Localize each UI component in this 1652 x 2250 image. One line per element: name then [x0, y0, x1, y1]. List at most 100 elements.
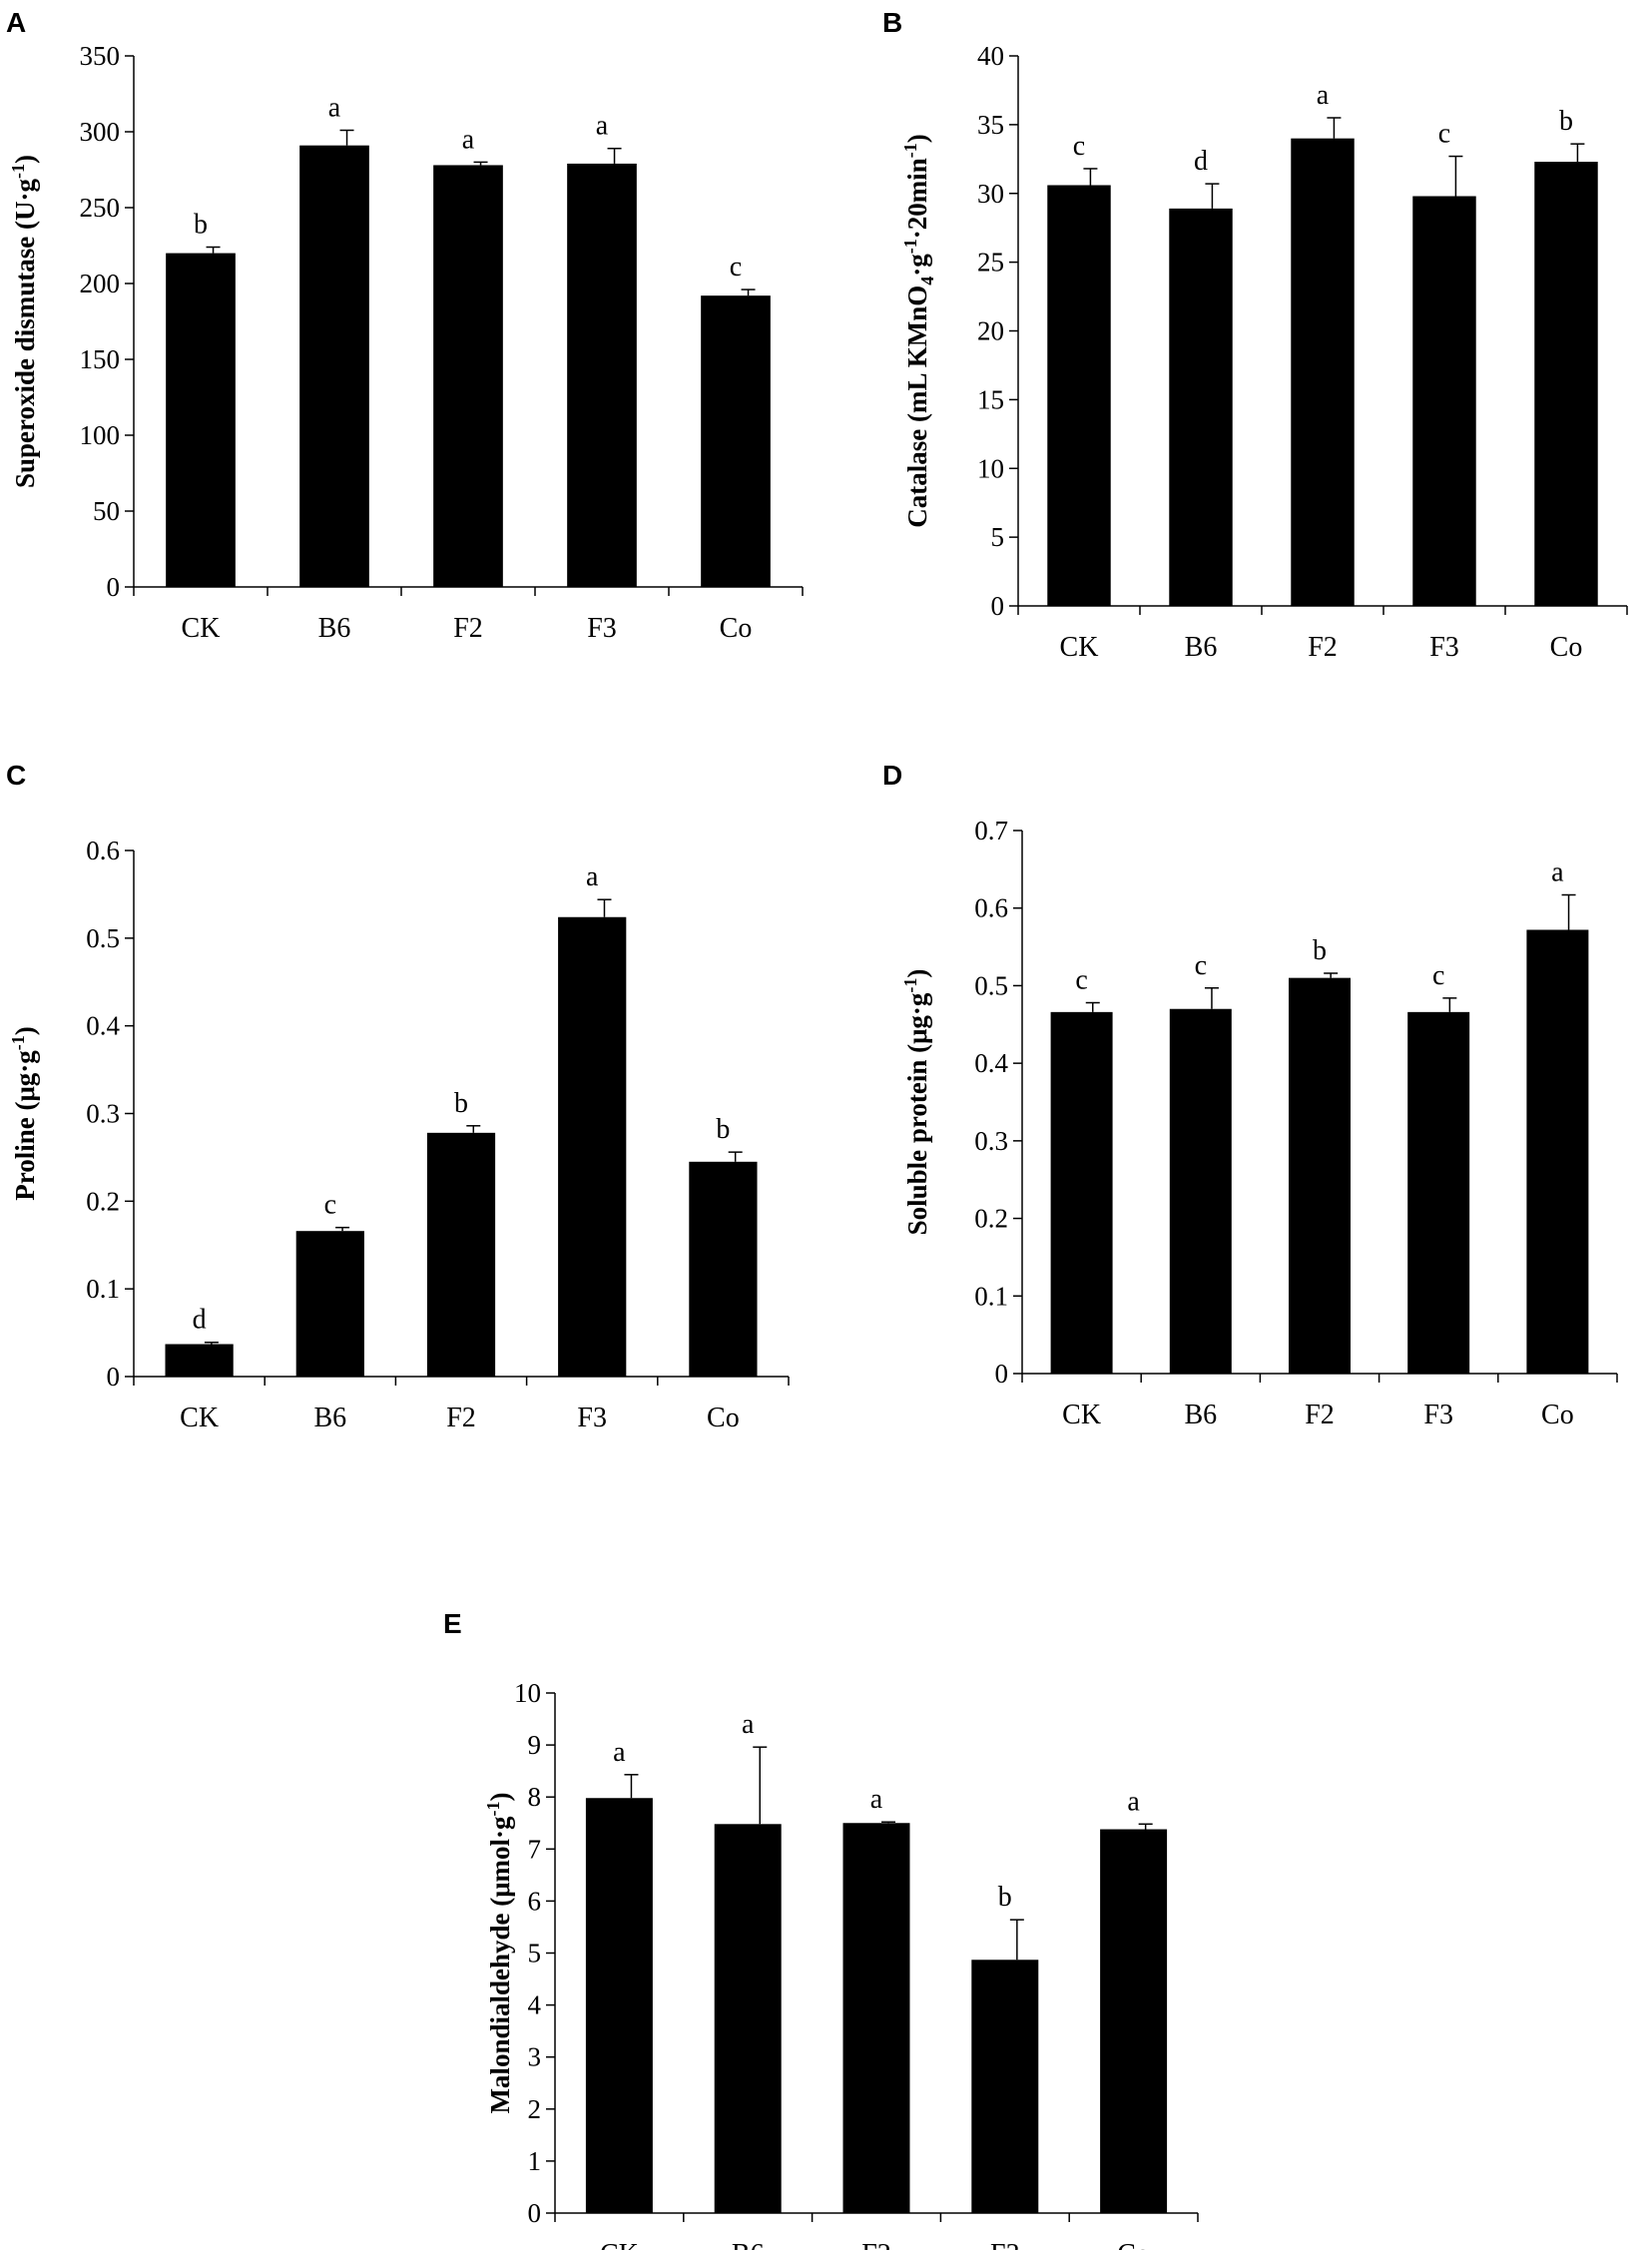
x-tick-label: F2 — [1308, 632, 1338, 663]
y-tick-label: 250 — [80, 193, 121, 223]
y-axis-label: Proline (μg·g-1) — [8, 1026, 40, 1201]
chart-panel-b: B 0 5 10 15 20 25 30 35 40 c CK d B6 a F2 c F3 b Co Catalase… — [882, 7, 1628, 663]
x-tick-label: F3 — [1429, 632, 1459, 663]
x-tick-label: Co — [707, 1403, 740, 1433]
x-tick-label: CK — [600, 2239, 639, 2250]
significance-label: b — [1559, 106, 1573, 137]
x-tick-label: F2 — [453, 613, 483, 644]
x-tick-label: F2 — [446, 1403, 476, 1433]
significance-label: b — [194, 210, 208, 241]
y-tick-label: 0.2 — [86, 1186, 120, 1216]
x-tick-label: B6 — [1185, 632, 1218, 663]
x-tick-label: B6 — [732, 2239, 765, 2250]
x-tick-label: CK — [1062, 1400, 1101, 1430]
significance-label: d — [193, 1305, 207, 1336]
bar-ck — [1050, 1011, 1113, 1374]
y-tick-label: 2 — [528, 2094, 542, 2124]
significance-label: b — [716, 1114, 730, 1145]
y-axis-label: Soluble protein (μg·g-1) — [900, 969, 932, 1236]
panel-letter: C — [6, 760, 26, 791]
y-tick-label: 10 — [514, 1678, 541, 1708]
bar-co — [1100, 1829, 1168, 2213]
y-axis-label: Catalase (mL KMnO4·g-1·20min-1) — [900, 134, 937, 528]
y-tick-label: 35 — [977, 110, 1004, 140]
y-tick-label: 1 — [528, 2146, 542, 2176]
bar-b6 — [1169, 208, 1233, 606]
significance-label: a — [1551, 857, 1564, 888]
significance-label: b — [998, 1882, 1012, 1913]
bar-ck — [1047, 185, 1111, 607]
y-axis-label: Superoxide dismutase (U·g-1) — [8, 155, 40, 488]
bar-f3 — [567, 163, 637, 588]
y-tick-label: 0 — [995, 1359, 1009, 1389]
bar-co — [1534, 162, 1598, 606]
significance-label: c — [1073, 131, 1085, 162]
y-tick-label: 0.7 — [974, 816, 1008, 845]
y-tick-label: 9 — [528, 1730, 542, 1760]
y-tick-label: 15 — [977, 384, 1004, 414]
panel-letter: D — [882, 760, 902, 791]
y-tick-label: 7 — [528, 1834, 542, 1864]
y-tick-label: 200 — [80, 269, 121, 298]
y-tick-label: 0 — [107, 572, 121, 602]
y-tick-label: 0 — [528, 2198, 542, 2228]
y-tick-label: 0.1 — [86, 1274, 120, 1304]
significance-label: a — [328, 92, 341, 123]
chart-panel-d: D 0 0.1 0.2 0.3 0.4 0.5 0.6 0.7 c CK c B6 b F2 c F3 a Co So… — [882, 760, 1618, 1430]
panel-letter: A — [6, 7, 26, 38]
x-tick-label: CK — [180, 1403, 219, 1433]
x-tick-label: F3 — [577, 1403, 607, 1433]
y-tick-label: 0.5 — [86, 923, 120, 953]
x-tick-label: F2 — [1305, 1400, 1335, 1430]
chart-panel-e: E 0 1 2 3 4 5 6 7 8 9 10 a CK a B6 a F2 b F3 a Co Malondialdeh… — [443, 1608, 1199, 2250]
significance-label: c — [1438, 119, 1450, 150]
significance-label: a — [1317, 80, 1330, 111]
bar-f3 — [971, 1960, 1039, 2213]
y-tick-label: 10 — [977, 453, 1004, 483]
x-tick-label: B6 — [1184, 1400, 1217, 1430]
bar-f3 — [1407, 1011, 1470, 1374]
bar-f2 — [842, 1823, 910, 2213]
y-tick-label: 0.1 — [974, 1281, 1008, 1311]
significance-label: c — [730, 252, 742, 282]
y-tick-label: 40 — [977, 41, 1004, 71]
bar-b6 — [1169, 1008, 1232, 1374]
y-tick-label: 0.4 — [974, 1048, 1008, 1078]
significance-label: a — [870, 1784, 883, 1815]
y-tick-label: 50 — [93, 496, 120, 526]
x-tick-label: Co — [1117, 2239, 1150, 2250]
x-tick-label: B6 — [318, 613, 351, 644]
x-tick-label: F3 — [587, 613, 617, 644]
y-tick-label: 0 — [107, 1362, 121, 1392]
bar-b6 — [299, 145, 369, 587]
chart-panel-a: A 0 50 100 150 200 250 300 350 b CK a B6 a F2 a F3 c Co Sup… — [6, 7, 804, 644]
bar-co — [1526, 929, 1589, 1374]
x-tick-label: Co — [1541, 1400, 1574, 1430]
y-tick-label: 5 — [528, 1939, 542, 1969]
bar-f2 — [426, 1132, 496, 1377]
y-tick-label: 0.5 — [974, 970, 1008, 1000]
bar-b6 — [295, 1231, 364, 1377]
x-tick-label: F2 — [861, 2239, 891, 2250]
y-tick-label: 0 — [991, 591, 1005, 621]
y-tick-label: 0.6 — [974, 893, 1008, 923]
bar-ck — [585, 1798, 653, 2213]
x-tick-label: Co — [720, 613, 753, 644]
x-tick-label: F3 — [1423, 1400, 1453, 1430]
bar-ck — [165, 1344, 234, 1377]
chart-panel-c: C 0 0.1 0.2 0.3 0.4 0.5 0.6 d CK c B6 b F2 a F3 b Co Proli… — [6, 760, 790, 1433]
significance-label: d — [1194, 146, 1208, 177]
significance-label: a — [1127, 1786, 1140, 1817]
y-tick-label: 350 — [80, 41, 121, 71]
y-tick-label: 8 — [528, 1782, 542, 1812]
y-tick-label: 30 — [977, 179, 1004, 209]
significance-label: c — [1195, 950, 1207, 981]
x-tick-label: B6 — [313, 1403, 346, 1433]
significance-label: a — [462, 124, 475, 155]
y-tick-label: 0.3 — [974, 1126, 1008, 1156]
bar-f3 — [1412, 196, 1476, 606]
significance-label: c — [1075, 965, 1087, 996]
bar-f2 — [433, 165, 503, 587]
significance-label: b — [454, 1088, 468, 1119]
